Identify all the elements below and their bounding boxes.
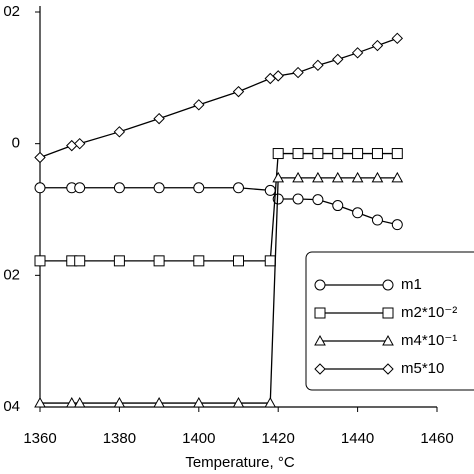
marker: [312, 171, 324, 183]
marker: [352, 207, 364, 219]
marker: [193, 255, 205, 267]
marker: [314, 307, 326, 319]
marker: [34, 397, 46, 408]
marker: [314, 363, 326, 375]
legend-label: m1: [401, 276, 422, 293]
marker: [74, 182, 86, 194]
marker: [292, 148, 304, 160]
marker: [314, 279, 326, 291]
marker: [382, 307, 394, 319]
series-line: [39, 37, 398, 159]
marker: [264, 255, 276, 267]
marker: [312, 148, 324, 160]
marker: [351, 171, 364, 183]
marker: [192, 397, 205, 408]
x-tick-label: 1420: [262, 430, 295, 447]
marker: [232, 397, 245, 408]
legend-label: m5*10: [401, 360, 444, 377]
marker: [153, 397, 165, 408]
marker: [351, 47, 364, 59]
x-tick-label: 1460: [420, 430, 453, 447]
marker: [272, 171, 285, 183]
legend-box: [305, 251, 474, 391]
marker: [332, 200, 344, 212]
x-axis-label: Temperature, °C: [185, 454, 295, 471]
marker: [391, 32, 404, 45]
marker: [74, 255, 86, 267]
marker: [73, 397, 86, 408]
marker: [153, 255, 165, 267]
marker: [331, 171, 344, 183]
marker: [272, 148, 284, 160]
marker: [272, 70, 284, 82]
marker: [233, 182, 244, 194]
marker: [193, 99, 205, 111]
marker: [292, 193, 304, 205]
marker: [66, 139, 78, 152]
marker: [232, 85, 245, 98]
marker: [371, 148, 383, 160]
legend-label: m4*10⁻¹: [401, 332, 457, 349]
marker: [113, 182, 125, 194]
marker: [34, 151, 46, 164]
marker: [264, 184, 276, 196]
marker: [292, 66, 304, 79]
marker: [113, 397, 126, 408]
marker: [65, 397, 78, 408]
marker: [314, 334, 326, 346]
marker: [153, 182, 165, 194]
marker: [382, 279, 394, 291]
marker: [371, 39, 384, 52]
x-tick-label: 1380: [103, 430, 136, 447]
y-tick-label: 02: [3, 3, 20, 20]
y-tick-label: 0: [12, 135, 20, 152]
marker: [73, 137, 86, 150]
marker: [391, 148, 403, 160]
marker: [382, 363, 394, 375]
marker: [371, 171, 384, 183]
marker: [371, 214, 383, 226]
marker: [113, 126, 126, 138]
marker: [382, 334, 394, 346]
marker: [292, 171, 304, 183]
marker: [233, 255, 244, 267]
marker: [312, 59, 324, 72]
x-tick-label: 1400: [182, 430, 215, 447]
marker: [332, 53, 344, 66]
y-tick-label: 02: [3, 266, 20, 283]
marker: [332, 148, 344, 160]
marker: [352, 148, 364, 160]
marker: [391, 171, 404, 183]
marker: [264, 397, 277, 408]
x-tick-label: 1440: [341, 430, 374, 447]
y-tick-label: 04: [3, 398, 20, 415]
marker: [34, 182, 46, 194]
marker: [391, 219, 403, 231]
marker: [34, 255, 46, 267]
marker: [153, 112, 165, 125]
x-tick-label: 1360: [23, 430, 56, 447]
marker: [193, 182, 205, 194]
legend-label: m2*10⁻²: [401, 304, 457, 321]
series-line: [40, 187, 398, 226]
marker: [113, 255, 125, 267]
marker: [312, 194, 324, 206]
